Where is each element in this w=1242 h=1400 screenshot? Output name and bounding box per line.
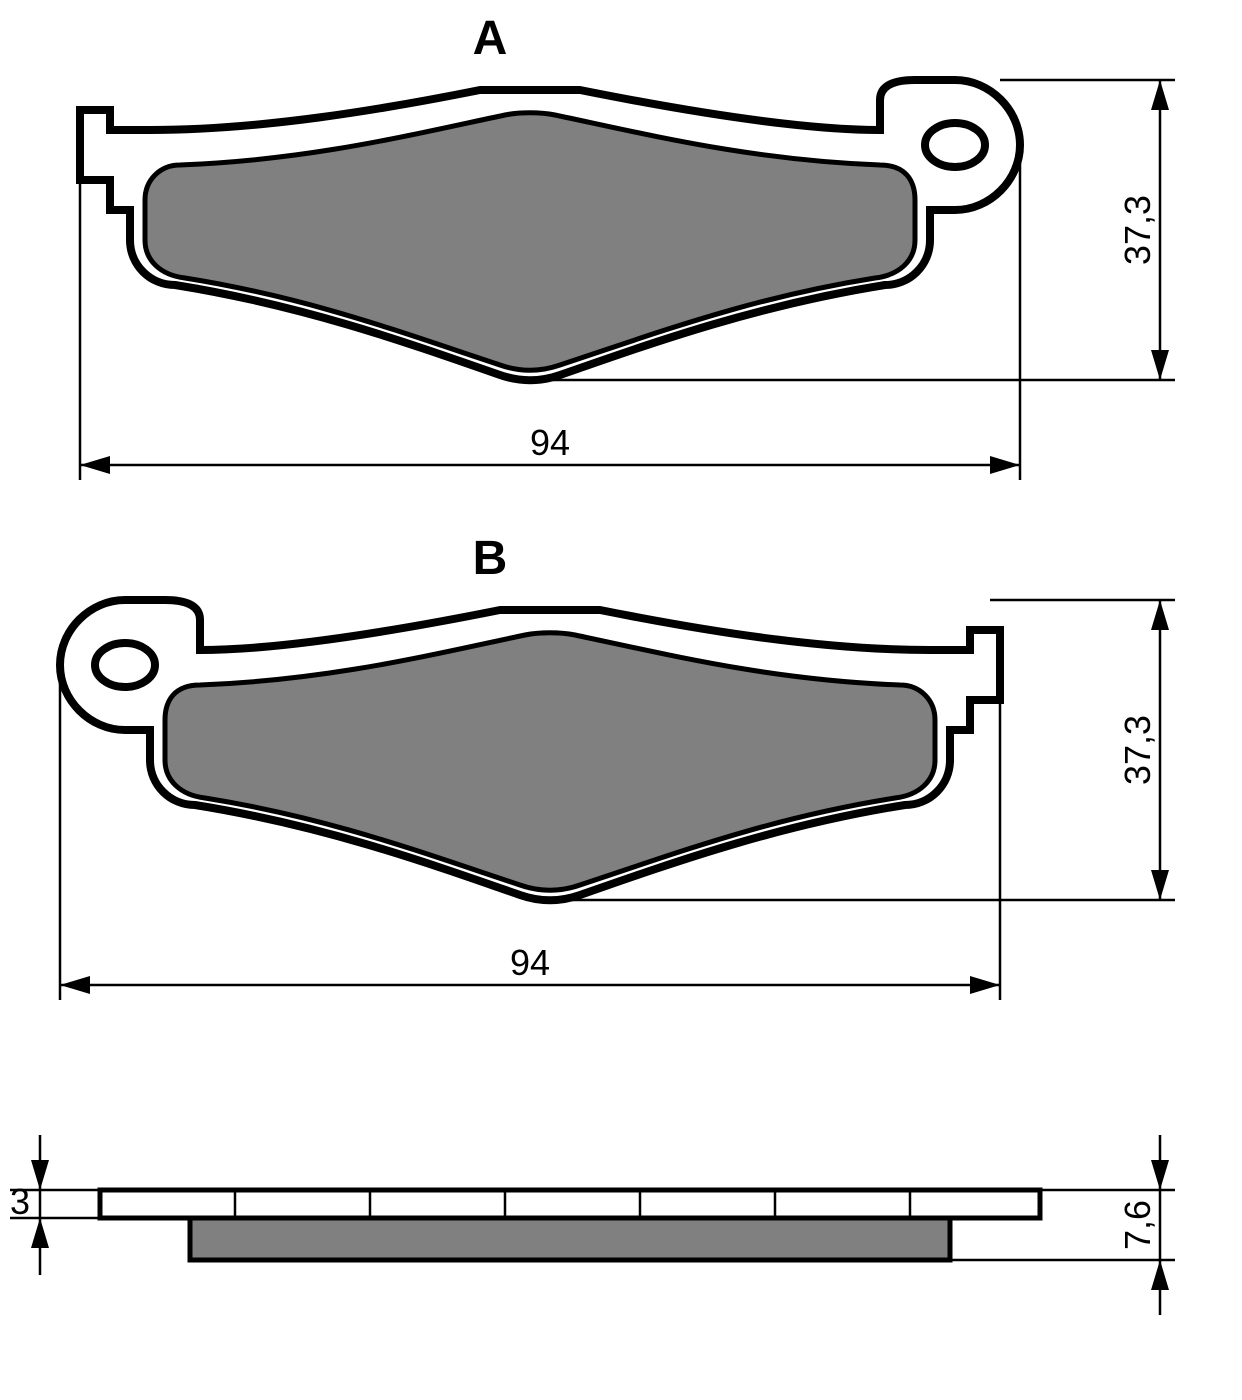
view-b: B 94 37,3 bbox=[60, 532, 1175, 1000]
technical-drawing: A 94 37,3 B bbox=[0, 0, 1242, 1400]
view-side: 3 7,6 bbox=[10, 1135, 1175, 1315]
dim-a-height-value: 37,3 bbox=[1117, 195, 1158, 265]
dim-side-total-value: 7,6 bbox=[1117, 1200, 1158, 1250]
dim-side-total: 7,6 bbox=[950, 1135, 1175, 1315]
dim-side-plate-value: 3 bbox=[10, 1181, 30, 1222]
dim-side-plate: 3 bbox=[10, 1135, 100, 1275]
view-a: A 94 37,3 bbox=[80, 12, 1175, 480]
dim-b-height-value: 37,3 bbox=[1117, 715, 1158, 785]
dim-b-width-value: 94 bbox=[510, 942, 550, 983]
dim-a-width-value: 94 bbox=[530, 422, 570, 463]
view-a-label: A bbox=[473, 12, 508, 65]
view-b-label: B bbox=[473, 532, 508, 585]
